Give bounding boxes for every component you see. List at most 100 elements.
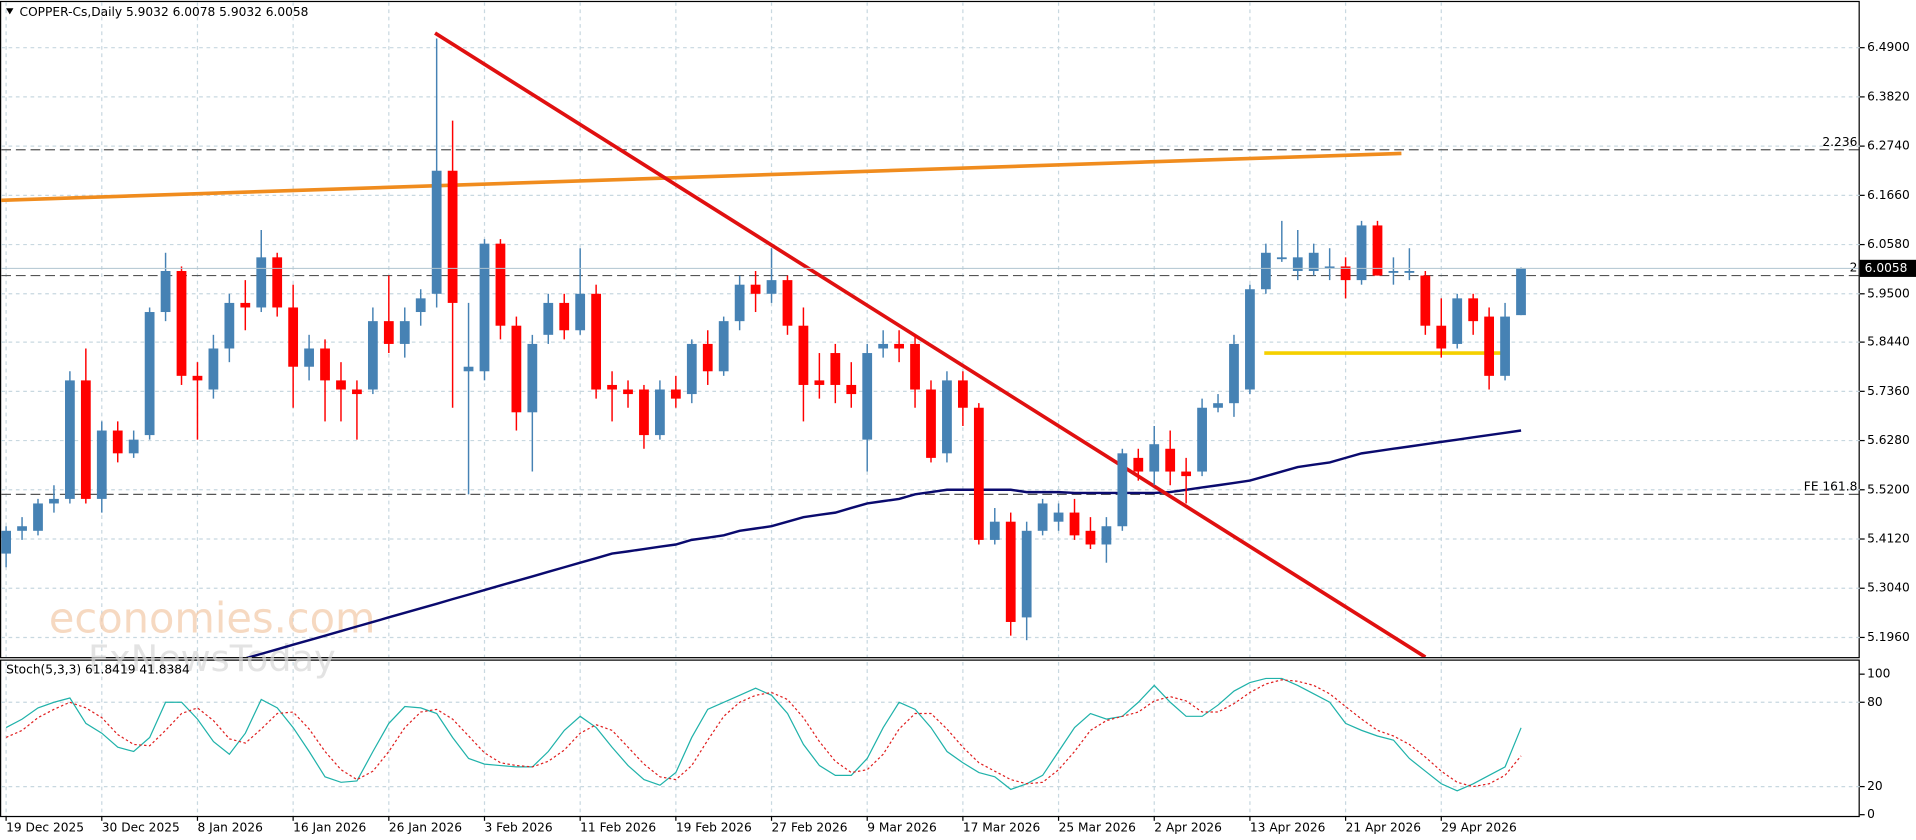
y-tick-label: 6.2740 <box>1867 139 1910 153</box>
stoch-header-part: 41.8384 <box>139 662 190 676</box>
candle-body <box>128 439 139 454</box>
header-part: COPPER-Cs,Daily <box>20 4 126 18</box>
candle-body <box>862 353 873 440</box>
y-tick-label: 5.1960 <box>1867 630 1910 644</box>
candle-body <box>543 302 554 335</box>
level-label: FE 161.8 <box>1804 480 1858 494</box>
candle-body <box>830 353 841 385</box>
main-plot: 2.236 2 FE 161.8 <box>1 31 1859 658</box>
x-tick-label: 9 Mar 2026 <box>867 821 937 835</box>
candle-body <box>447 170 458 303</box>
candle-body <box>1069 512 1080 536</box>
candle-body <box>1165 448 1176 472</box>
candle-body <box>336 380 346 390</box>
candle-body <box>607 384 617 390</box>
candle-body <box>782 280 793 326</box>
candle-body <box>288 307 299 367</box>
main-panel-border <box>0 0 1860 659</box>
trendline <box>1 151 1402 203</box>
candle-body <box>208 348 219 390</box>
candle-body <box>1372 225 1383 276</box>
y-tick-label: 5.8440 <box>1867 335 1910 349</box>
candle-body <box>1404 271 1415 273</box>
candle-body <box>1340 266 1351 281</box>
x-tick-label: 27 Feb 2026 <box>772 821 848 835</box>
candle-body <box>495 243 506 326</box>
x-tick-label: 8 Jan 2026 <box>197 821 262 835</box>
x-tick-label: 29 Apr 2026 <box>1441 821 1516 835</box>
candle-body <box>240 302 251 308</box>
stoch-header-part: 61.8419 <box>85 662 139 676</box>
header: COPPER-Cs,Daily 5.9032 6.0078 5.9032 6.0… <box>20 4 309 18</box>
candle-body <box>910 343 920 390</box>
x-tick-label: 16 Jan 2026 <box>293 821 366 835</box>
current-price-label: 6.0058 <box>1865 261 1908 275</box>
candle-body <box>1037 503 1048 531</box>
candle-body <box>591 293 602 390</box>
x-tick-label: 19 Feb 2026 <box>676 821 752 835</box>
candle-body <box>1324 266 1335 269</box>
y-tick-label: 6.1660 <box>1867 188 1910 202</box>
candle-body <box>511 325 522 413</box>
y-tick-label: 80 <box>1867 695 1883 709</box>
candle-body <box>878 343 889 349</box>
y-tick-label: 20 <box>1867 779 1883 793</box>
candle-body <box>798 325 809 385</box>
stoch-d <box>5 679 1522 788</box>
candle-body <box>1500 316 1510 376</box>
candle-body <box>1005 521 1016 622</box>
candle-body <box>702 343 713 372</box>
candle-body <box>33 503 43 531</box>
candle-body <box>1308 252 1319 272</box>
candle-body <box>1101 526 1112 545</box>
candle-body <box>670 389 681 399</box>
stoch-header: Stoch(5,3,3) 61.8419 41.8384 <box>6 662 190 676</box>
candle-body <box>304 348 314 367</box>
candle-body <box>575 293 586 331</box>
candle-body <box>256 257 267 308</box>
candle-body <box>224 302 235 349</box>
candle-body <box>1420 275 1431 326</box>
candle-body <box>1149 444 1160 472</box>
candle-body <box>1260 252 1271 290</box>
candle-body <box>463 366 474 372</box>
candle-body <box>1117 453 1128 527</box>
candle-body <box>1292 257 1303 272</box>
y-tick-label: 5.4120 <box>1867 532 1910 546</box>
candle-body <box>846 384 857 395</box>
candle-body <box>639 389 649 436</box>
candle-body <box>49 498 59 504</box>
axes: 6.4900 6.3820 6.2740 6.1660 6.0580 5.9500 5.84… <box>5 40 1916 835</box>
candle-body <box>160 271 171 313</box>
candle-body <box>559 302 570 331</box>
candle-body <box>383 321 394 344</box>
candle-body <box>65 380 75 499</box>
candle-body <box>958 380 968 408</box>
candle-body <box>80 380 91 499</box>
candle-body <box>17 526 27 531</box>
watermark: economies.com <box>49 594 376 643</box>
candle-body <box>814 380 825 385</box>
candle-body <box>734 284 745 322</box>
candle-body <box>415 298 426 313</box>
candle-body <box>527 343 538 413</box>
x-tick-label: 25 Mar 2026 <box>1059 821 1136 835</box>
candle-body <box>176 271 187 376</box>
header-part: 5.9032 <box>126 4 173 18</box>
x-tick-label: 19 Dec 2025 <box>6 821 84 835</box>
candle-body <box>1 530 11 554</box>
candle-body <box>431 170 442 294</box>
level-label: 2.236 <box>1822 135 1857 149</box>
y-tick-label: 5.5200 <box>1867 482 1910 496</box>
candle-body <box>112 430 123 454</box>
candle-body <box>655 389 665 436</box>
candle-body <box>1452 298 1463 344</box>
candle-body <box>1021 530 1032 618</box>
candle-body <box>1516 268 1526 316</box>
x-tick-label: 30 Dec 2025 <box>102 821 180 835</box>
header-part: 5.9032 <box>219 4 266 18</box>
candle-body <box>1213 403 1223 408</box>
current-price-box <box>1859 259 1916 277</box>
